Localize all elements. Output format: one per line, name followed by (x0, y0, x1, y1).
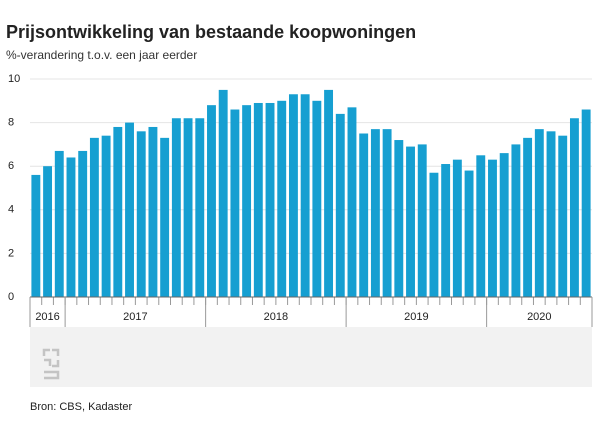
bar (359, 133, 369, 297)
bar (183, 118, 193, 298)
bar (54, 150, 64, 297)
bar (148, 126, 158, 298)
chart-title: Prijsontwikkeling van bestaande koopwoni… (6, 22, 416, 42)
bar (464, 170, 474, 297)
year-label: 2020 (527, 311, 551, 323)
bar (581, 109, 591, 298)
bar (534, 129, 544, 297)
bar (113, 126, 123, 298)
y-tick-label: 10 (8, 73, 20, 85)
bar (277, 100, 287, 297)
bar (242, 105, 252, 297)
bar (523, 137, 533, 297)
y-tick-label: 2 (8, 247, 14, 259)
bar (452, 159, 462, 297)
bar (558, 135, 568, 297)
bar (417, 144, 427, 297)
bar (546, 131, 556, 297)
y-tick-label: 0 (8, 291, 14, 303)
bar (335, 113, 345, 297)
bar (160, 137, 170, 297)
year-label: 2016 (35, 311, 59, 323)
bar (312, 100, 322, 297)
bar (511, 144, 521, 297)
bar (499, 153, 509, 297)
bar (78, 150, 88, 297)
bar (300, 94, 310, 297)
bar (347, 107, 357, 297)
bar (265, 102, 275, 297)
chart-subtitle: %-verandering t.o.v. een jaar eerder (6, 48, 197, 62)
y-tick-label: 4 (8, 204, 14, 216)
year-label: 2019 (404, 311, 428, 323)
bar (31, 174, 41, 297)
bar (324, 89, 334, 298)
bar (370, 129, 380, 297)
bar (89, 137, 99, 297)
bar (136, 131, 146, 297)
bar (569, 118, 579, 298)
y-tick-label: 8 (8, 117, 14, 129)
bar (207, 105, 216, 297)
bar (429, 172, 439, 297)
bar (171, 118, 181, 298)
logo-box (30, 327, 592, 387)
bar (394, 140, 404, 297)
bar (488, 159, 497, 297)
bar (218, 89, 228, 298)
cbs-logo (42, 348, 60, 380)
bar (101, 135, 111, 297)
bar (125, 122, 134, 297)
bar (476, 155, 486, 297)
source: Bron: CBS, Kadaster (30, 401, 132, 413)
bar (230, 109, 240, 298)
bar (43, 166, 53, 297)
year-label: 2018 (264, 311, 288, 323)
bar (195, 118, 205, 298)
bar (288, 94, 298, 297)
bar (382, 129, 392, 297)
bar (66, 157, 76, 297)
bar (406, 146, 415, 297)
bar (441, 164, 451, 297)
bar (253, 102, 263, 297)
y-tick-label: 6 (8, 160, 14, 172)
year-label: 2017 (123, 311, 147, 323)
